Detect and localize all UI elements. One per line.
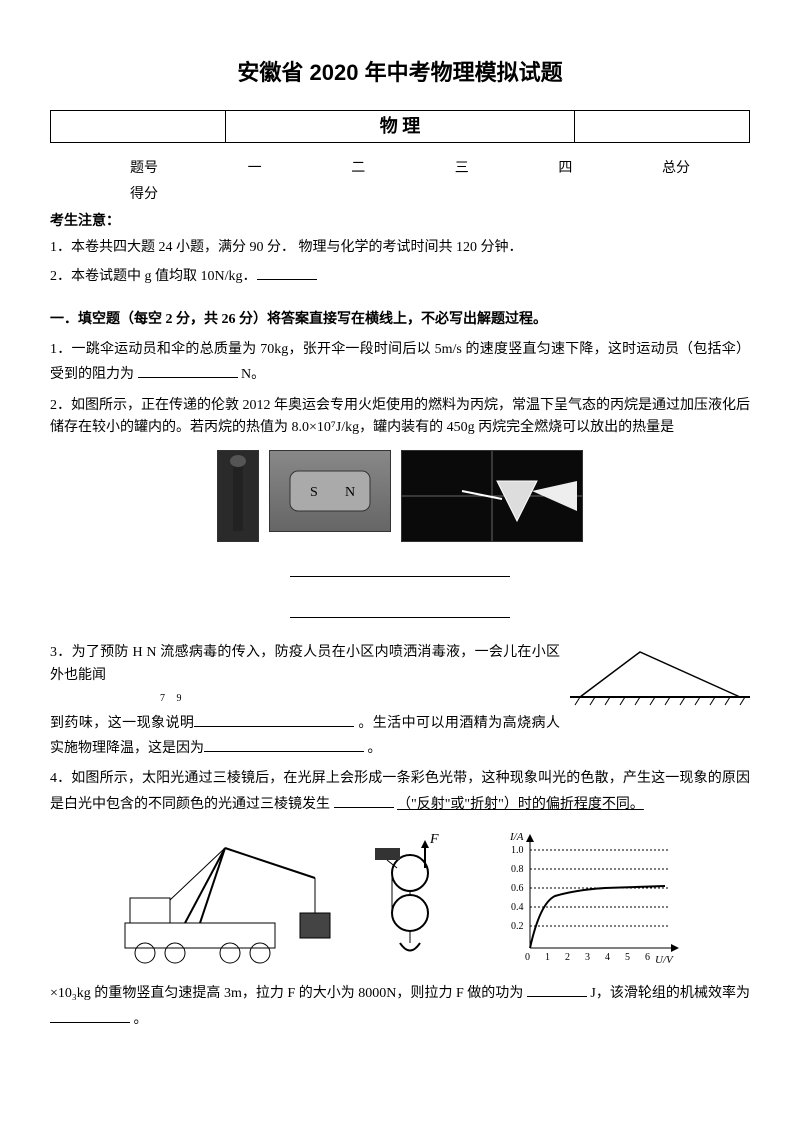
svg-text:5: 5: [625, 952, 630, 963]
question-2: 2．如图所示，正在传递的伦敦 2012 年奥运会专用火炬使用的燃料为丙烷，常温下…: [50, 395, 750, 440]
col-total: 总分: [662, 158, 690, 180]
svg-text:U/V: U/V: [655, 954, 674, 966]
pulley-figure: F: [355, 828, 495, 968]
svg-text:I/A: I/A: [509, 831, 524, 843]
torch-figure: [217, 450, 259, 542]
col-1: 一: [248, 158, 262, 180]
question-1: 1．一跳伞运动员和伞的总质量为 70kg，张开伞一段时间后以 5m/s 的速度竖…: [50, 339, 750, 387]
col-4: 四: [558, 158, 572, 180]
svg-text:1.0: 1.0: [511, 845, 524, 856]
svg-text:2: 2: [565, 952, 570, 963]
col-2: 二: [351, 158, 365, 180]
svg-text:S: S: [310, 485, 318, 500]
section1-heading: 一．填空题（每空 2 分，共 26 分）将答案直接写在横线上，不必写出解题过程。: [50, 309, 750, 331]
svg-text:0.8: 0.8: [511, 864, 524, 875]
q2-blank-row2: [50, 593, 750, 634]
question-5: ×10₃kg 的重物竖直匀速提高 3m，拉力 F 的大小为 8000N，则拉力 …: [50, 980, 750, 1031]
q2-blank-row: [50, 552, 750, 593]
bottom-figures: F I/A U/V 1.0 0.8 0.6 0.4 0.2 0 1 2 3 4 …: [50, 828, 750, 968]
page-title: 安徽省 2020 年中考物理模拟试题: [50, 55, 750, 90]
tank-figure: S N: [269, 450, 391, 532]
question-3: 3．为了预防 H N 流感病毒的传入，防疫人员在小区内喷洒消毒液，一会儿在小区外…: [50, 642, 750, 760]
q1-blank: [138, 361, 238, 378]
svg-text:4: 4: [605, 952, 610, 963]
svg-text:0.6: 0.6: [511, 883, 524, 894]
q2-figures: S N: [50, 450, 750, 542]
svg-text:N: N: [345, 485, 355, 500]
svg-text:0.4: 0.4: [511, 902, 524, 913]
notice-item-2: 2．本卷试题中 g 值均取 10N/kg．: [50, 263, 750, 288]
iv-chart: I/A U/V 1.0 0.8 0.6 0.4 0.2 0 1 2 3 4 5 …: [505, 828, 685, 968]
svg-text:0: 0: [525, 952, 530, 963]
prism-figure: [401, 450, 583, 542]
incline-figure: [570, 642, 750, 712]
row1-label: 题号: [130, 158, 158, 180]
score-header-row: 题号 一 二 三 四 总分: [50, 158, 750, 180]
score-row2: 得分: [50, 184, 750, 206]
notice-item-1: 1．本卷共四大题 24 小题，满分 90 分． 物理与化学的考试时间共 120 …: [50, 237, 750, 259]
svg-text:3: 3: [585, 952, 590, 963]
subject-table: 物 理: [50, 110, 750, 143]
row2-label: 得分: [130, 184, 158, 206]
svg-text:6: 6: [645, 952, 650, 963]
svg-text:F: F: [429, 832, 439, 847]
svg-text:1: 1: [545, 952, 550, 963]
svg-text:0.2: 0.2: [511, 921, 524, 932]
crane-figure: [115, 828, 345, 968]
col-3: 三: [455, 158, 469, 180]
question-4: 4．如图所示，太阳光通过三棱镜后，在光屏上会形成一条彩色光带，这种现象叫光的色散…: [50, 768, 750, 816]
notice-label: 考生注意：: [50, 211, 750, 233]
